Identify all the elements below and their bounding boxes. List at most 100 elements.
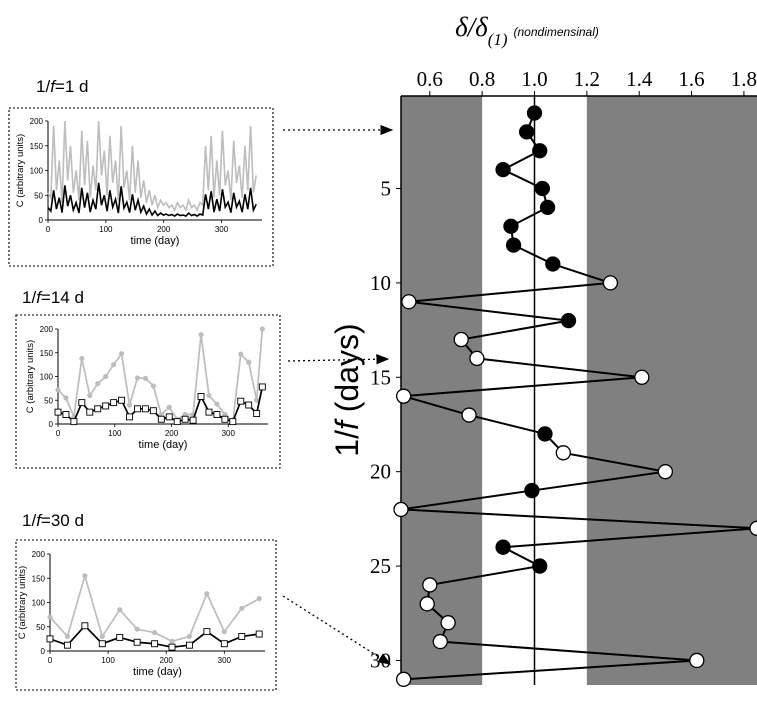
inset-square-point (116, 633, 124, 641)
x-tick-label: 1.6 (678, 67, 704, 91)
inset-square-point (213, 411, 221, 418)
inset-circle-point (221, 629, 227, 635)
inset-x-tick-label: 300 (218, 656, 232, 665)
inset-circle-point (103, 373, 109, 380)
open-point (422, 577, 438, 593)
inset-square-point (149, 407, 157, 415)
inset-y-tick-label: 150 (30, 142, 44, 151)
x-tick-label: 0.6 (417, 67, 443, 91)
open-point (395, 388, 412, 404)
filled-point (534, 180, 551, 197)
open-point (461, 407, 477, 423)
inset-y-tick-label: 200 (30, 117, 44, 126)
inset-square-point (258, 383, 266, 391)
inset-square-point (151, 640, 159, 648)
inset-square-point (63, 641, 71, 649)
x-tick-label: 1.4 (626, 67, 653, 91)
shaded-region-2 (586, 96, 757, 685)
inset-circle-point (182, 411, 188, 418)
inset-square-point (78, 399, 86, 407)
inset-square-point (197, 393, 205, 400)
inset-x-tick-label: 0 (56, 429, 61, 438)
inset-square-point (86, 408, 94, 416)
inset-circle-point (82, 573, 88, 579)
open-point (395, 671, 412, 687)
inset-square-point (203, 628, 211, 636)
inset-circle-point (55, 387, 61, 393)
open-point (440, 615, 456, 631)
inset-square-point (173, 418, 181, 426)
inset-circle-point (246, 359, 252, 365)
inset-circle-point (111, 362, 117, 368)
open-point (401, 294, 417, 310)
inset-square-point (253, 410, 261, 417)
inset-square-point (238, 633, 246, 640)
inset-square-point (157, 415, 165, 423)
filled-point (495, 539, 511, 555)
inset-frame (15, 539, 277, 691)
inset-circle-point (198, 332, 204, 338)
inset-square-point (98, 640, 106, 648)
inset-circle-point (158, 411, 164, 418)
inset-y-tick-label: 0 (49, 420, 54, 429)
filled-point (526, 105, 543, 121)
inset-x-tick-label: 200 (160, 656, 174, 665)
inset-y-tick-label: 200 (32, 550, 46, 559)
y-tick-label: 10 (370, 271, 391, 295)
inset-x-tick-label: 100 (108, 429, 122, 438)
open-point (432, 633, 448, 650)
inset-x-tick-label: 100 (99, 225, 113, 234)
filled-point (503, 218, 519, 234)
filled-point (545, 256, 561, 272)
filled-point (539, 199, 556, 216)
inset-circle-point (214, 401, 220, 407)
open-point (453, 331, 469, 348)
filled-point (560, 313, 577, 329)
open-point (469, 350, 485, 367)
inset-circle-point (150, 383, 156, 389)
inset-circle-point (134, 375, 141, 381)
filled-point (495, 161, 511, 178)
open-point (657, 464, 674, 480)
inset-square-point (133, 638, 141, 646)
inset-circle-point (169, 638, 175, 644)
inset-square-point (141, 405, 149, 413)
inset-x-tick-label: 200 (157, 225, 171, 234)
inset-circle-point (204, 591, 210, 597)
inset-circle-point (47, 614, 53, 620)
inset-square-point (237, 397, 245, 405)
inset-circle-point (63, 395, 69, 401)
inset-y-tick-label: 100 (32, 599, 46, 608)
inset-circle-point (238, 351, 244, 357)
inset-y-tick-label: 0 (41, 647, 46, 656)
inset-square-point (168, 643, 176, 651)
main-y-axis-label: 1/f (days) (329, 323, 365, 456)
inset-x-tick-label: 300 (222, 429, 236, 438)
inset-square-point (81, 622, 89, 630)
inset-square-point (94, 405, 102, 413)
inset-panel-1d: 0 50 100 150 200 0 100 200 300 time (day) C (arbit… (8, 107, 274, 267)
inset-y-tick-label: 0 (39, 216, 44, 225)
filled-point (505, 237, 522, 253)
inset-series-line (47, 120, 258, 213)
y-tick-label: 5 (381, 177, 392, 201)
inset-y-tick-label: 100 (40, 373, 54, 382)
inset-circle-point (222, 411, 228, 418)
inset-circle-point (166, 404, 172, 410)
inset-title-14d: 1/f=14 d (22, 288, 84, 307)
main-plot: 0.6 0.8 1.0 1.2 1.4 1.6 1.8 5 10 15 20 25 30 (370, 67, 757, 687)
inset-series-line (47, 182, 257, 217)
inset-square-point (126, 413, 133, 421)
y-tick-label: 25 (370, 554, 391, 578)
open-point (419, 596, 435, 612)
inset-square-point (245, 401, 253, 409)
y-tick-label: 30 (370, 648, 391, 672)
inset-y-tick-label: 50 (44, 396, 53, 405)
filled-point (532, 143, 548, 159)
inset-square-point (229, 418, 237, 426)
inset-circle-point (126, 402, 133, 408)
inset-square-point (134, 405, 141, 413)
open-point (689, 652, 705, 669)
inset-square-point (118, 396, 126, 404)
